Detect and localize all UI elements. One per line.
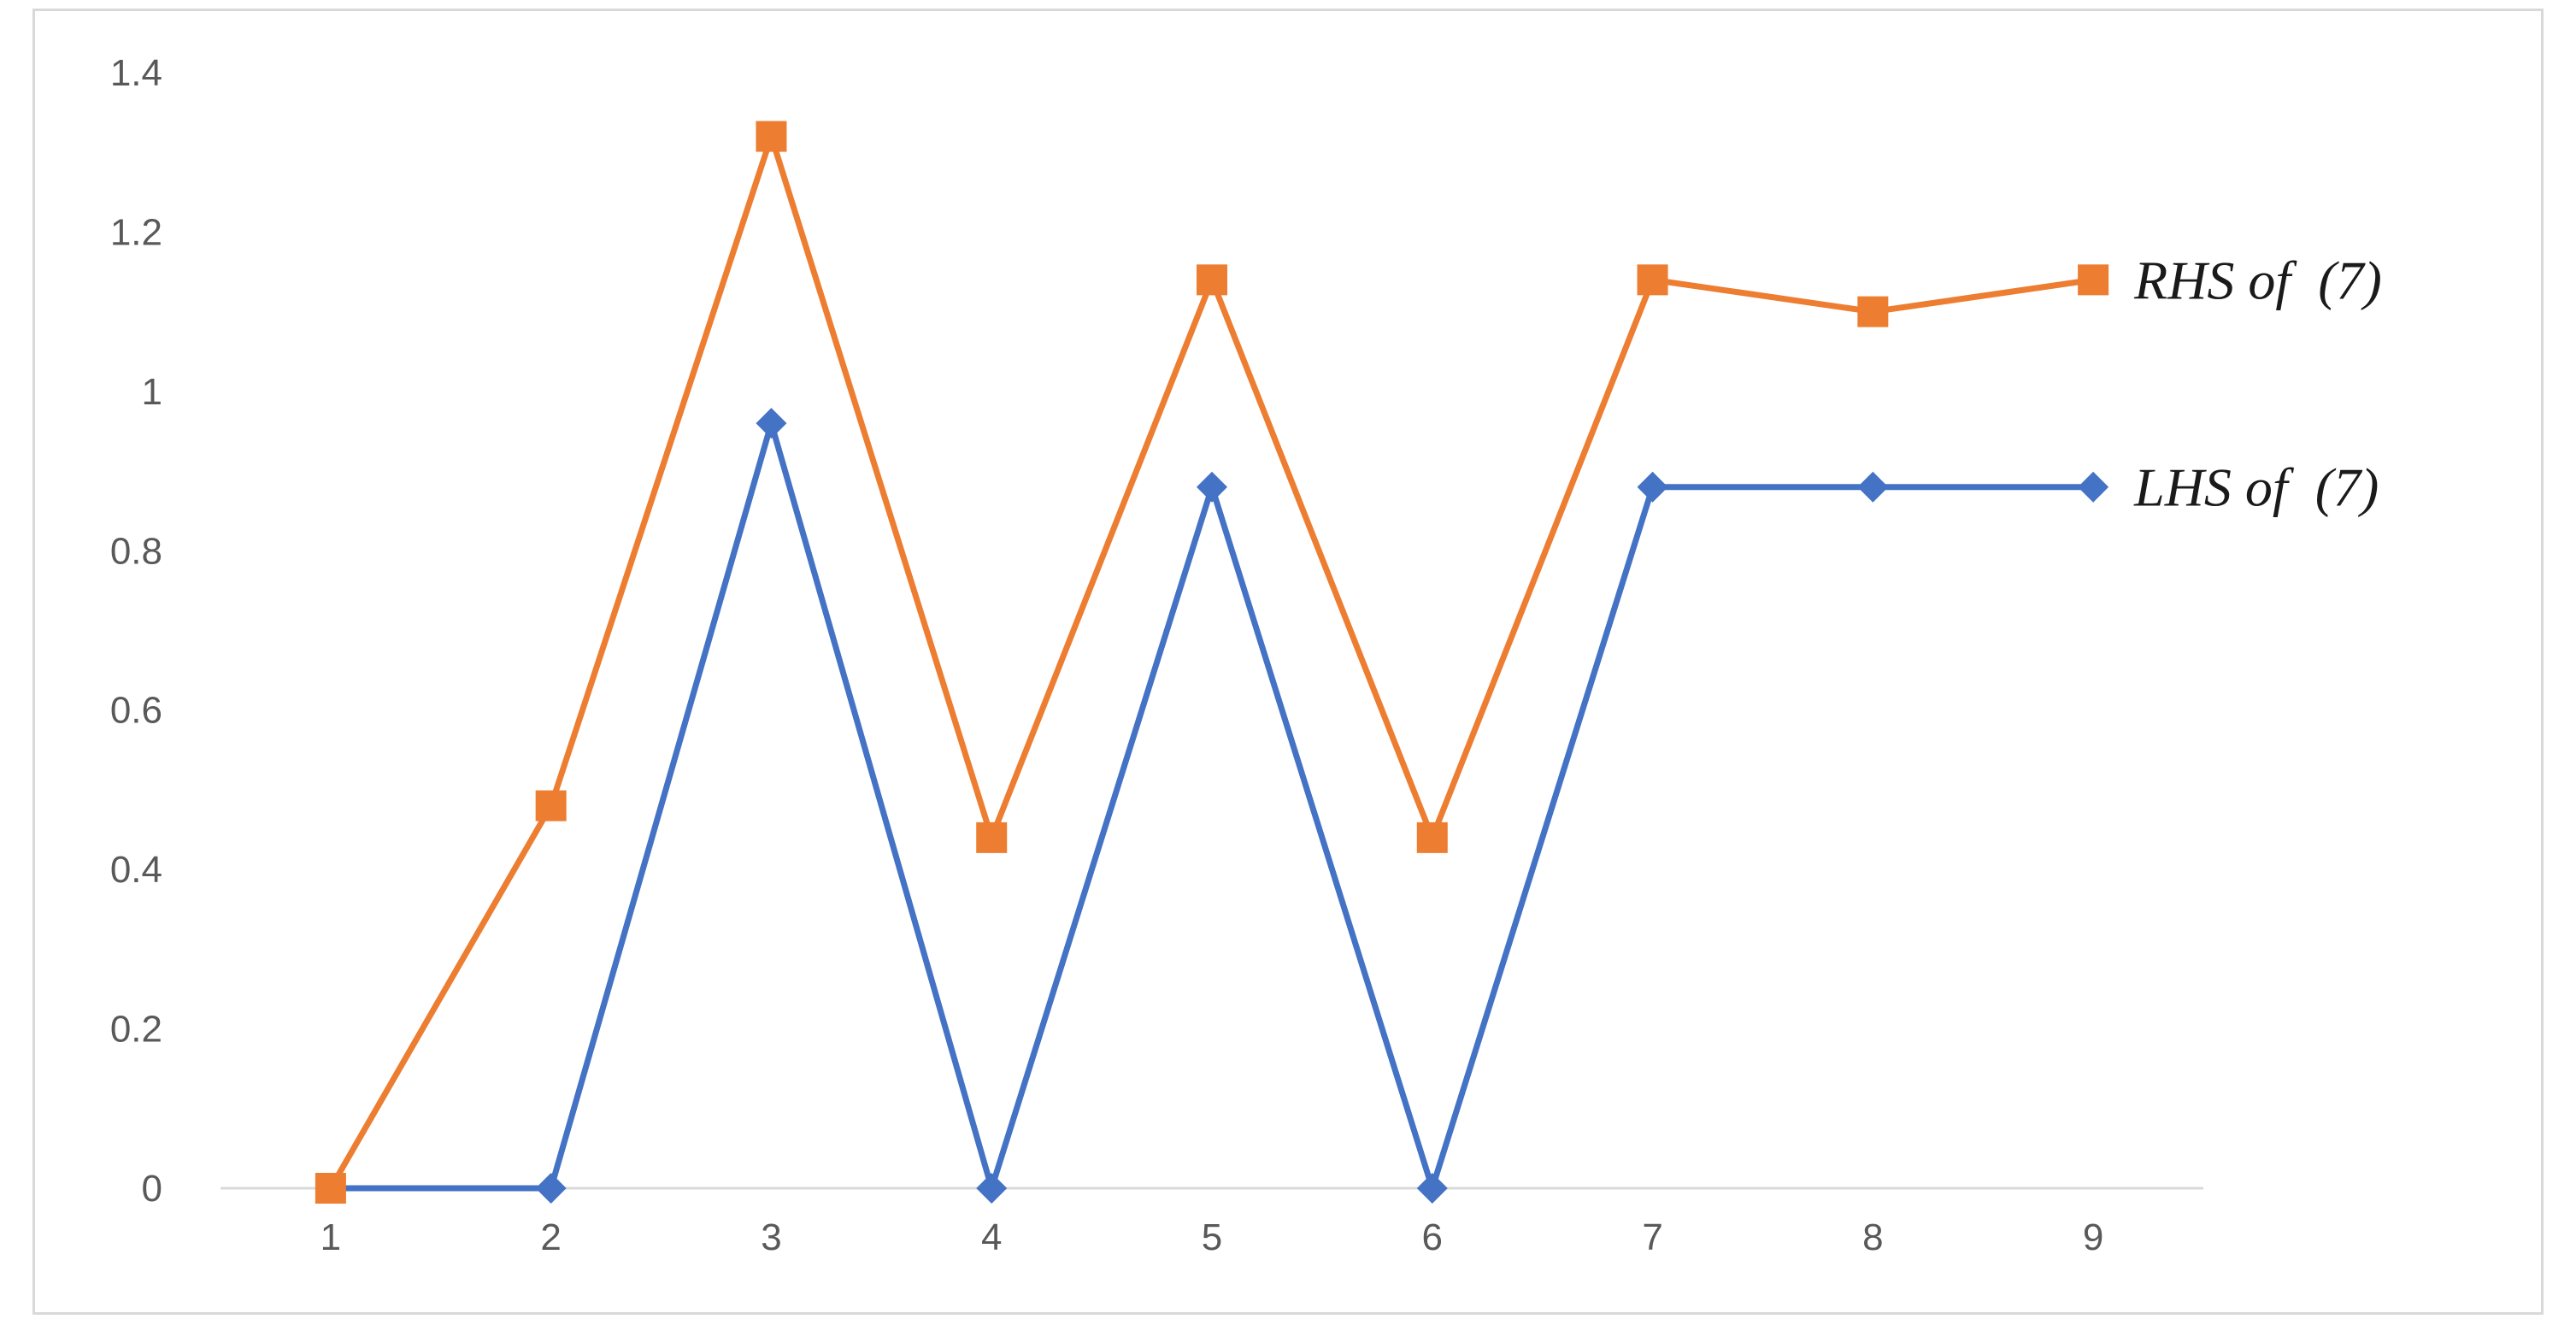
y-tick-label: 0.4 <box>110 849 162 891</box>
lhs-marker <box>2078 471 2109 503</box>
series-line-lhs <box>330 412 2094 1199</box>
y-tick-label: 0.6 <box>110 690 162 732</box>
rhs-marker <box>1637 264 1668 296</box>
rhs-marker <box>976 822 1008 853</box>
x-tick-label: 7 <box>1642 1216 1662 1258</box>
rhs-marker <box>1197 264 1227 296</box>
lhs-marker <box>1197 471 1227 503</box>
y-tick-label: 0.8 <box>110 530 162 572</box>
x-tick-label: 1 <box>321 1216 341 1258</box>
x-tick-label: 3 <box>761 1216 781 1258</box>
y-axis-ticks: 0 0.2 0.4 0.6 0.8 1 1.2 1.4 <box>110 52 162 1210</box>
rhs-marker <box>756 121 787 152</box>
x-tick-label: 2 <box>540 1216 561 1258</box>
y-tick-label: 1.4 <box>110 52 162 94</box>
rhs-marker <box>315 1173 346 1204</box>
x-tick-label: 5 <box>1202 1216 1222 1258</box>
rhs-marker <box>535 790 567 822</box>
lhs-marker <box>1857 471 1889 503</box>
rhs-marker <box>1416 822 1448 853</box>
lhs-marker <box>756 408 787 439</box>
lhs-marker <box>1416 1173 1448 1204</box>
lhs-marker <box>1637 471 1668 503</box>
x-tick-label: 6 <box>1422 1216 1443 1258</box>
series-markers <box>315 121 2109 1204</box>
x-axis-ticks: 1 2 3 4 5 6 7 8 9 <box>321 1216 2104 1258</box>
x-tick-label: 9 <box>2083 1216 2103 1258</box>
x-tick-label: 8 <box>1862 1216 1883 1258</box>
y-tick-label: 1 <box>142 371 162 413</box>
y-tick-label: 0 <box>142 1168 162 1210</box>
rhs-marker <box>1857 296 1889 327</box>
x-tick-label: 4 <box>981 1216 1002 1258</box>
y-tick-label: 1.2 <box>110 211 162 253</box>
series-labels: RHS of (7) LHS of (7) <box>2133 250 2382 517</box>
chart-frame <box>32 9 2544 1315</box>
lhs-marker <box>535 1173 567 1204</box>
y-tick-label: 0.2 <box>110 1009 162 1051</box>
rhs-marker <box>2078 264 2109 296</box>
series-label-lhs: LHS of (7) <box>2133 457 2379 518</box>
series-label-rhs: RHS of (7) <box>2133 250 2382 310</box>
lhs-marker <box>976 1173 1008 1204</box>
